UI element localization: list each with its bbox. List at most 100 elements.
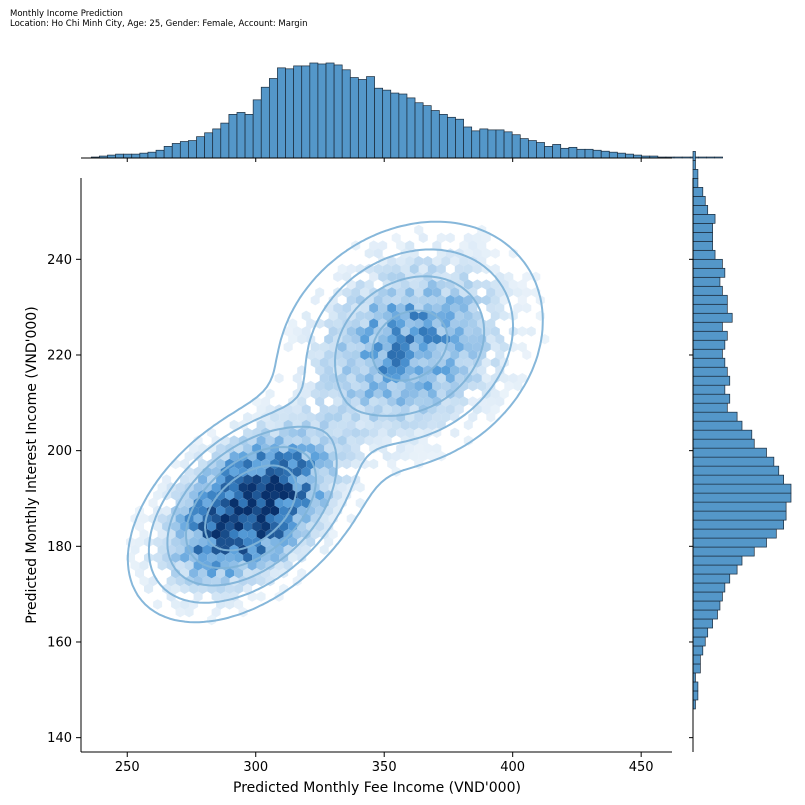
y-histogram-bar	[692, 294, 728, 305]
hexbin-cell	[423, 334, 433, 345]
hexbin-cell	[432, 287, 442, 298]
hexbin-cell	[351, 349, 361, 360]
x-histogram-bar	[260, 86, 270, 159]
y-histogram-bar	[692, 636, 706, 647]
hexbin-cell	[202, 497, 212, 509]
hexbin-cell	[247, 497, 257, 509]
hexbin-cell	[175, 544, 185, 555]
hexbin-cell	[333, 302, 343, 314]
kde-contour-level-4	[185, 309, 449, 570]
hexbin-cell	[166, 560, 176, 571]
hexbin-cell	[364, 279, 374, 290]
hexbin-cell	[405, 240, 415, 251]
x-histogram-bar	[220, 122, 230, 159]
y-histogram-bar	[692, 258, 723, 269]
hexbin-cell	[450, 302, 460, 314]
hexbin-cell	[387, 412, 397, 423]
hexbin-cell	[315, 458, 325, 470]
x-histogram-bar	[301, 65, 311, 159]
x-histogram-bar	[115, 153, 124, 159]
hexbin-cell	[414, 318, 424, 329]
hexbin-cell	[418, 310, 428, 321]
y-histogram-bar	[692, 214, 716, 224]
hexbin-cell	[468, 302, 478, 314]
hexbin-cell	[346, 295, 356, 306]
hexbin-cell	[517, 295, 527, 306]
x-histogram-bar	[617, 152, 626, 159]
hexbin-cell	[373, 404, 383, 415]
hexbin-cell	[153, 490, 163, 501]
hexbin-cell	[472, 326, 482, 337]
x-axis-label: Predicted Monthly Fee Income (VND'000)	[233, 780, 521, 796]
hexbin-cell	[297, 458, 307, 470]
hexbin-cell	[274, 419, 284, 431]
hexbin-cell	[499, 341, 509, 353]
hexbin-cell	[324, 334, 334, 345]
hexbin-cell	[405, 396, 415, 407]
hexbin-cell	[414, 443, 424, 454]
hexbin-cell	[373, 310, 383, 321]
y-histogram-bar	[692, 231, 713, 242]
hexbin-cell	[234, 583, 244, 594]
hexbin-cell	[459, 396, 469, 407]
hexbin-cell	[373, 373, 383, 384]
hexbin-cell	[297, 474, 307, 485]
hexbin-cell	[306, 474, 316, 485]
x-histogram-bar	[196, 136, 205, 159]
hexbin-cell	[207, 552, 217, 563]
hexbin-cell	[283, 435, 293, 446]
hexbin-cell	[306, 427, 316, 438]
hexbin-cell	[409, 326, 419, 337]
x-histogram-bar	[673, 156, 683, 159]
hexbin-cell	[270, 505, 280, 516]
hexbin-cell	[405, 287, 415, 298]
y-histogram-bar	[692, 151, 696, 161]
hexbin-cell	[274, 466, 284, 477]
hexbin-cell	[391, 326, 401, 337]
hexbin-cell	[328, 404, 338, 415]
hexbin-cell	[346, 263, 356, 275]
hexbin-cell	[369, 271, 379, 282]
hexbin-cell	[297, 427, 307, 438]
hexbin-cell	[310, 357, 320, 368]
hexbin-cell	[211, 591, 221, 602]
hexbin-cell	[292, 451, 302, 462]
hexbin-cell	[459, 302, 469, 314]
hexbin-cell	[283, 451, 293, 462]
hexbin-cell	[360, 380, 370, 392]
hexbin-cell	[207, 568, 217, 579]
hexbin-cell	[351, 458, 361, 470]
hexbin-cell	[468, 396, 478, 407]
hexbin-cell	[189, 536, 199, 548]
hexbin-cell	[499, 295, 509, 306]
hexbin-cell	[324, 318, 334, 329]
hexbin-cell	[409, 310, 419, 321]
hexbin-cell	[409, 357, 419, 368]
x-histogram-bar	[147, 151, 157, 159]
x-histogram-bar	[163, 146, 173, 159]
x-histogram-bar	[706, 156, 715, 159]
hexbin-cell	[337, 451, 347, 462]
hexbin-cell	[423, 256, 433, 267]
hexbin-cell	[454, 341, 464, 353]
x-tick-label: 350	[372, 760, 397, 775]
hexbin-cell	[310, 435, 320, 446]
hexbin-cell	[319, 466, 329, 477]
hexbin-cell	[400, 341, 410, 353]
hexbin-cell	[409, 419, 419, 431]
hexbin-cell	[342, 443, 352, 454]
hexbin-cell	[292, 326, 302, 337]
hexbin-cell	[382, 357, 392, 368]
hexbin-cell	[306, 412, 316, 423]
hexbin-cell	[265, 482, 275, 493]
hexbin-cell	[333, 271, 343, 282]
hexbin-cell	[319, 435, 329, 446]
hexbin-cell	[517, 373, 527, 384]
hexbin-cell	[346, 373, 356, 384]
hexbin-cell	[463, 279, 473, 290]
hexbin-cell	[180, 474, 190, 485]
hexbin-cell	[333, 412, 343, 423]
hexbin-cell	[463, 232, 473, 243]
hexbin-cell	[432, 380, 442, 392]
hexbin-cell	[288, 334, 298, 345]
